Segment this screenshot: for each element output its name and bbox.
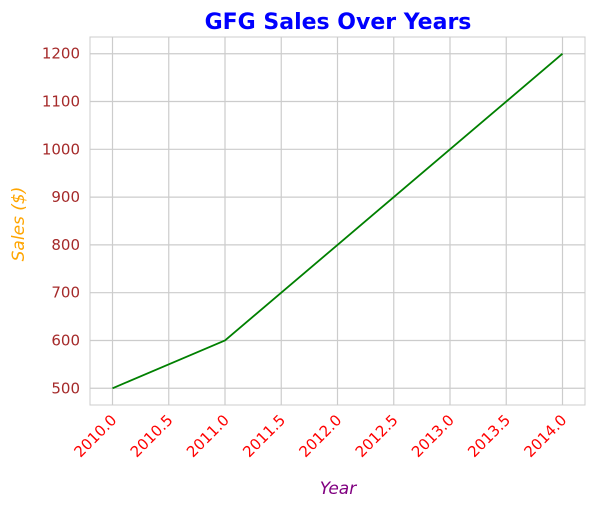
grid-lines (90, 37, 585, 405)
y-tick-label: 600 (51, 331, 80, 349)
x-tick-label: 2012.5 (352, 411, 402, 461)
chart-title: GFG Sales Over Years (205, 10, 472, 35)
sales-series-line (112, 53, 564, 390)
y-tick-label: 500 (51, 379, 80, 397)
y-tick-label: 1200 (42, 45, 80, 63)
y-axis-label: Sales ($) (9, 187, 29, 262)
x-tick-label: 2014.0 (520, 411, 570, 461)
x-tick-label: 2012.0 (295, 411, 345, 461)
plot-area (89, 36, 586, 406)
y-tick-label: 1000 (42, 140, 80, 158)
x-tick-label: 2010.5 (127, 411, 177, 461)
x-tick-label: 2011.5 (239, 411, 289, 461)
y-tick-label: 1100 (42, 93, 80, 111)
x-tick-label: 2013.5 (464, 411, 514, 461)
x-tick-label: 2010.0 (70, 411, 120, 461)
y-tick-label: 700 (51, 284, 80, 302)
x-tick-label: 2013.0 (408, 411, 458, 461)
x-axis-ticks: 2010.0 2010.5 2011.0 2011.5 2012.0 2012.5 2013… (70, 411, 570, 461)
x-tick-label: 2011.0 (183, 411, 233, 461)
series-layer (112, 53, 564, 390)
x-axis-label: Year (320, 479, 357, 499)
y-tick-label: 800 (51, 236, 80, 254)
y-axis-ticks: 500 600 700 800 900 1000 1100 1200 (42, 45, 80, 398)
y-tick-label: 900 (51, 188, 80, 206)
